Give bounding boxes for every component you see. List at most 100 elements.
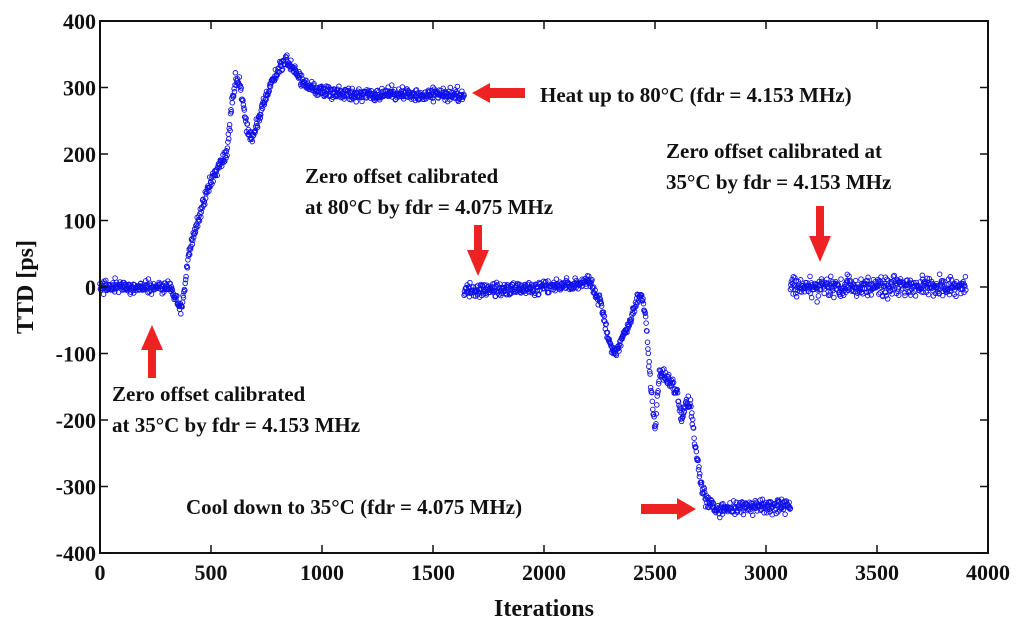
- data-point: [948, 277, 955, 283]
- data-point: [790, 273, 797, 280]
- y-axis-ticks: [100, 20, 988, 554]
- data-point: [838, 276, 844, 282]
- data-point: [642, 313, 649, 320]
- data-point: [895, 288, 901, 295]
- data-point: [356, 86, 362, 92]
- data-point: [187, 246, 194, 252]
- data-point: [858, 276, 864, 282]
- data-point: [503, 291, 510, 298]
- data-point: [416, 96, 422, 103]
- data-point: [815, 293, 822, 299]
- data-point: [279, 66, 286, 72]
- annotation-zero-offset-35c-right: Zero offset calibrated at 35°C by fdr = …: [666, 139, 891, 194]
- data-point: [827, 292, 833, 298]
- data-point: [244, 121, 251, 127]
- data-point: [596, 292, 603, 298]
- data-point: [787, 505, 794, 512]
- data-point: [284, 52, 290, 58]
- data-point: [665, 374, 672, 380]
- annotation-arrows: [141, 83, 831, 520]
- data-point: [691, 435, 697, 441]
- data-point: [695, 457, 701, 464]
- data-point: [655, 380, 662, 387]
- data-point: [697, 471, 703, 477]
- data-point: [185, 257, 191, 263]
- y-tick-label: -100: [56, 342, 96, 367]
- data-point: [793, 294, 800, 300]
- data-point: [701, 485, 708, 492]
- data-point: [223, 155, 229, 161]
- data-point: [243, 115, 249, 122]
- data-point: [200, 202, 207, 209]
- x-tick-label: 1000: [300, 560, 344, 585]
- data-point: [688, 403, 694, 410]
- data-point: [174, 293, 180, 299]
- data-point: [546, 289, 552, 296]
- data-point: [231, 89, 238, 95]
- y-tick-label: -400: [56, 541, 96, 566]
- data-point: [185, 253, 192, 259]
- data-point: [853, 293, 860, 299]
- data-point: [646, 368, 653, 375]
- data-point: [749, 512, 756, 518]
- data-point: [618, 342, 624, 349]
- data-point: [461, 92, 467, 99]
- arrow-down-35c-right: [809, 206, 831, 262]
- y-tick-label: 200: [63, 142, 96, 167]
- data-point: [252, 129, 258, 136]
- data-point: [647, 371, 653, 377]
- data-point: [687, 397, 694, 403]
- data-point: [831, 294, 837, 301]
- data-point: [883, 292, 890, 299]
- data-point: [792, 275, 798, 281]
- data-point: [238, 85, 244, 91]
- data-point: [790, 291, 796, 297]
- data-point: [876, 291, 882, 297]
- y-axis-title: TTD [ps]: [13, 240, 39, 334]
- data-point: [237, 87, 244, 93]
- data-point: [649, 398, 656, 405]
- data-point: [616, 348, 622, 354]
- data-point: [331, 86, 338, 93]
- data-point: [261, 101, 268, 108]
- data-point: [268, 80, 274, 87]
- data-point: [902, 292, 908, 299]
- data-point: [696, 473, 703, 480]
- annotation-zero-offset-80c: Zero offset calibrated at 80°C by fdr = …: [305, 164, 553, 219]
- data-point: [192, 228, 199, 235]
- data-point: [148, 291, 155, 297]
- data-point: [430, 98, 437, 105]
- data-point: [167, 280, 173, 287]
- data-point: [303, 77, 309, 84]
- data-point: [881, 280, 888, 287]
- data-point: [392, 86, 398, 93]
- data-point: [865, 274, 871, 281]
- data-point: [960, 281, 967, 287]
- data-point: [297, 71, 303, 77]
- data-point: [642, 310, 648, 316]
- data-point: [226, 136, 232, 142]
- data-point: [646, 363, 652, 370]
- data-point: [654, 402, 660, 408]
- data-point: [214, 172, 220, 179]
- data-point: [693, 448, 700, 455]
- data-point: [962, 273, 969, 280]
- annotation-heat-up: Heat up to 80°C (fdr = 4.153 MHz): [540, 83, 852, 107]
- data-point: [459, 88, 465, 94]
- data-point: [717, 514, 723, 521]
- data-point: [654, 393, 660, 399]
- data-point: [962, 283, 968, 290]
- data-point: [674, 386, 680, 393]
- data-point: [670, 376, 676, 383]
- data-point: [675, 398, 682, 405]
- data-point: [586, 273, 592, 279]
- data-point: [257, 115, 264, 121]
- data-point: [182, 287, 188, 294]
- data-point: [193, 225, 200, 231]
- data-point: [619, 336, 625, 342]
- data-point: [190, 237, 196, 244]
- data-point: [616, 342, 623, 348]
- data-point: [225, 139, 231, 145]
- data-point: [353, 99, 359, 105]
- x-tick-label: 1500: [411, 560, 455, 585]
